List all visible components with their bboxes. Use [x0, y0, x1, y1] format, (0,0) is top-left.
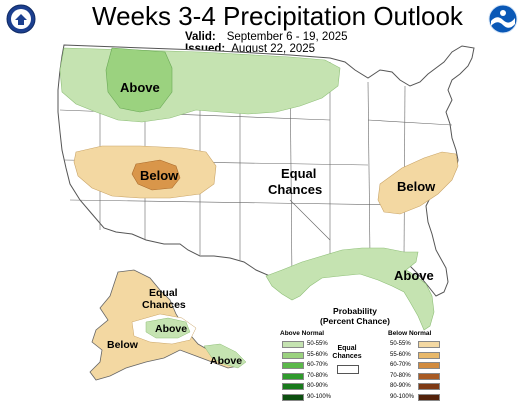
above-north-core — [105, 47, 173, 113]
legend-equal-line1: Equal — [337, 345, 357, 352]
label-alaska-equal-1: Equal — [149, 287, 178, 299]
legend-below-bin-label: 70-80% — [390, 372, 411, 379]
valid-value: September 6 - 19, 2025 — [226, 31, 348, 43]
page-title: Weeks 3-4 Precipitation Outlook — [92, 1, 463, 31]
label-alaska-above-southeast: Above — [210, 355, 242, 367]
label-below-east: Below — [397, 179, 436, 194]
legend-above-bin-swatch — [282, 383, 304, 390]
legend-title-line1: Probability — [333, 306, 377, 316]
legend-below-bin-swatch — [418, 383, 440, 390]
legend-below-bin-swatch — [418, 393, 440, 401]
legend-below-header: Below Normal — [388, 330, 432, 337]
above-gulf-region — [265, 247, 435, 331]
issued-value: August 22, 2025 — [231, 43, 316, 55]
legend-above-bin-label: 60-70% — [307, 362, 328, 368]
legend-above-bin-label: 70-80% — [307, 372, 328, 379]
below-west-core — [131, 159, 181, 191]
legend-below-bin-label: 55-60% — [390, 351, 411, 358]
legend-below-bin-label: 90-100% — [390, 393, 415, 400]
label-above-northwest: Above — [120, 80, 160, 95]
label-alaska-below: Below — [107, 339, 139, 351]
legend-above-bin-label: 90-100% — [307, 393, 332, 400]
legend-above-bin-swatch — [282, 351, 304, 359]
legend-above-bin-swatch — [282, 362, 304, 369]
label-equal-chances-2: Chances — [268, 182, 322, 197]
legend-above-bin-swatch — [282, 393, 304, 401]
alaska-above-zone — [145, 317, 191, 339]
legend-below-bin-label: 50-55% — [390, 341, 411, 347]
legend-above-bin-label: 50-55% — [307, 341, 328, 347]
legend-above-bin-label: 80-90% — [307, 383, 328, 389]
label-below-west: Below — [140, 168, 179, 183]
legend-equal-line2: Chances — [332, 353, 362, 360]
legend-below-bin-label: 80-90% — [390, 383, 411, 389]
label-above-gulf: Above — [394, 268, 434, 283]
below-east-region — [377, 151, 459, 215]
legend-above-bin-label: 55-60% — [307, 351, 328, 358]
legend-title-line2: (Percent Chance) — [320, 316, 390, 326]
legend-equal-swatch — [337, 365, 359, 374]
alaska-southeast-above — [203, 343, 247, 369]
label-alaska-equal-2: Chances — [142, 299, 186, 311]
legend-above-bin-swatch — [282, 341, 304, 348]
label-alaska-above: Above — [155, 323, 187, 335]
legend-below-bin-label: 60-70% — [390, 362, 411, 368]
valid-dates: Valid: September 6 - 19, 2025 — [185, 31, 348, 43]
legend-below-bin-swatch — [418, 372, 440, 380]
legend-above-bin-swatch — [282, 372, 304, 380]
outlook-map: Above Below Equal Chances Below Above Eq… — [57, 44, 475, 381]
valid-label: Valid: — [185, 31, 216, 43]
legend-title: Probability (Percent Chance) — [300, 306, 410, 326]
noaa-logo — [488, 4, 518, 34]
label-equal-chances-1: Equal — [281, 166, 316, 181]
legend-above-header: Above Normal — [280, 330, 325, 337]
doc-seal-logo — [6, 4, 36, 34]
legend-below-bin-swatch — [418, 351, 440, 359]
legend-equal-chances: Equal Chances — [327, 345, 367, 361]
legend-below-bin-swatch — [418, 341, 440, 348]
legend-below-bin-swatch — [418, 362, 440, 369]
